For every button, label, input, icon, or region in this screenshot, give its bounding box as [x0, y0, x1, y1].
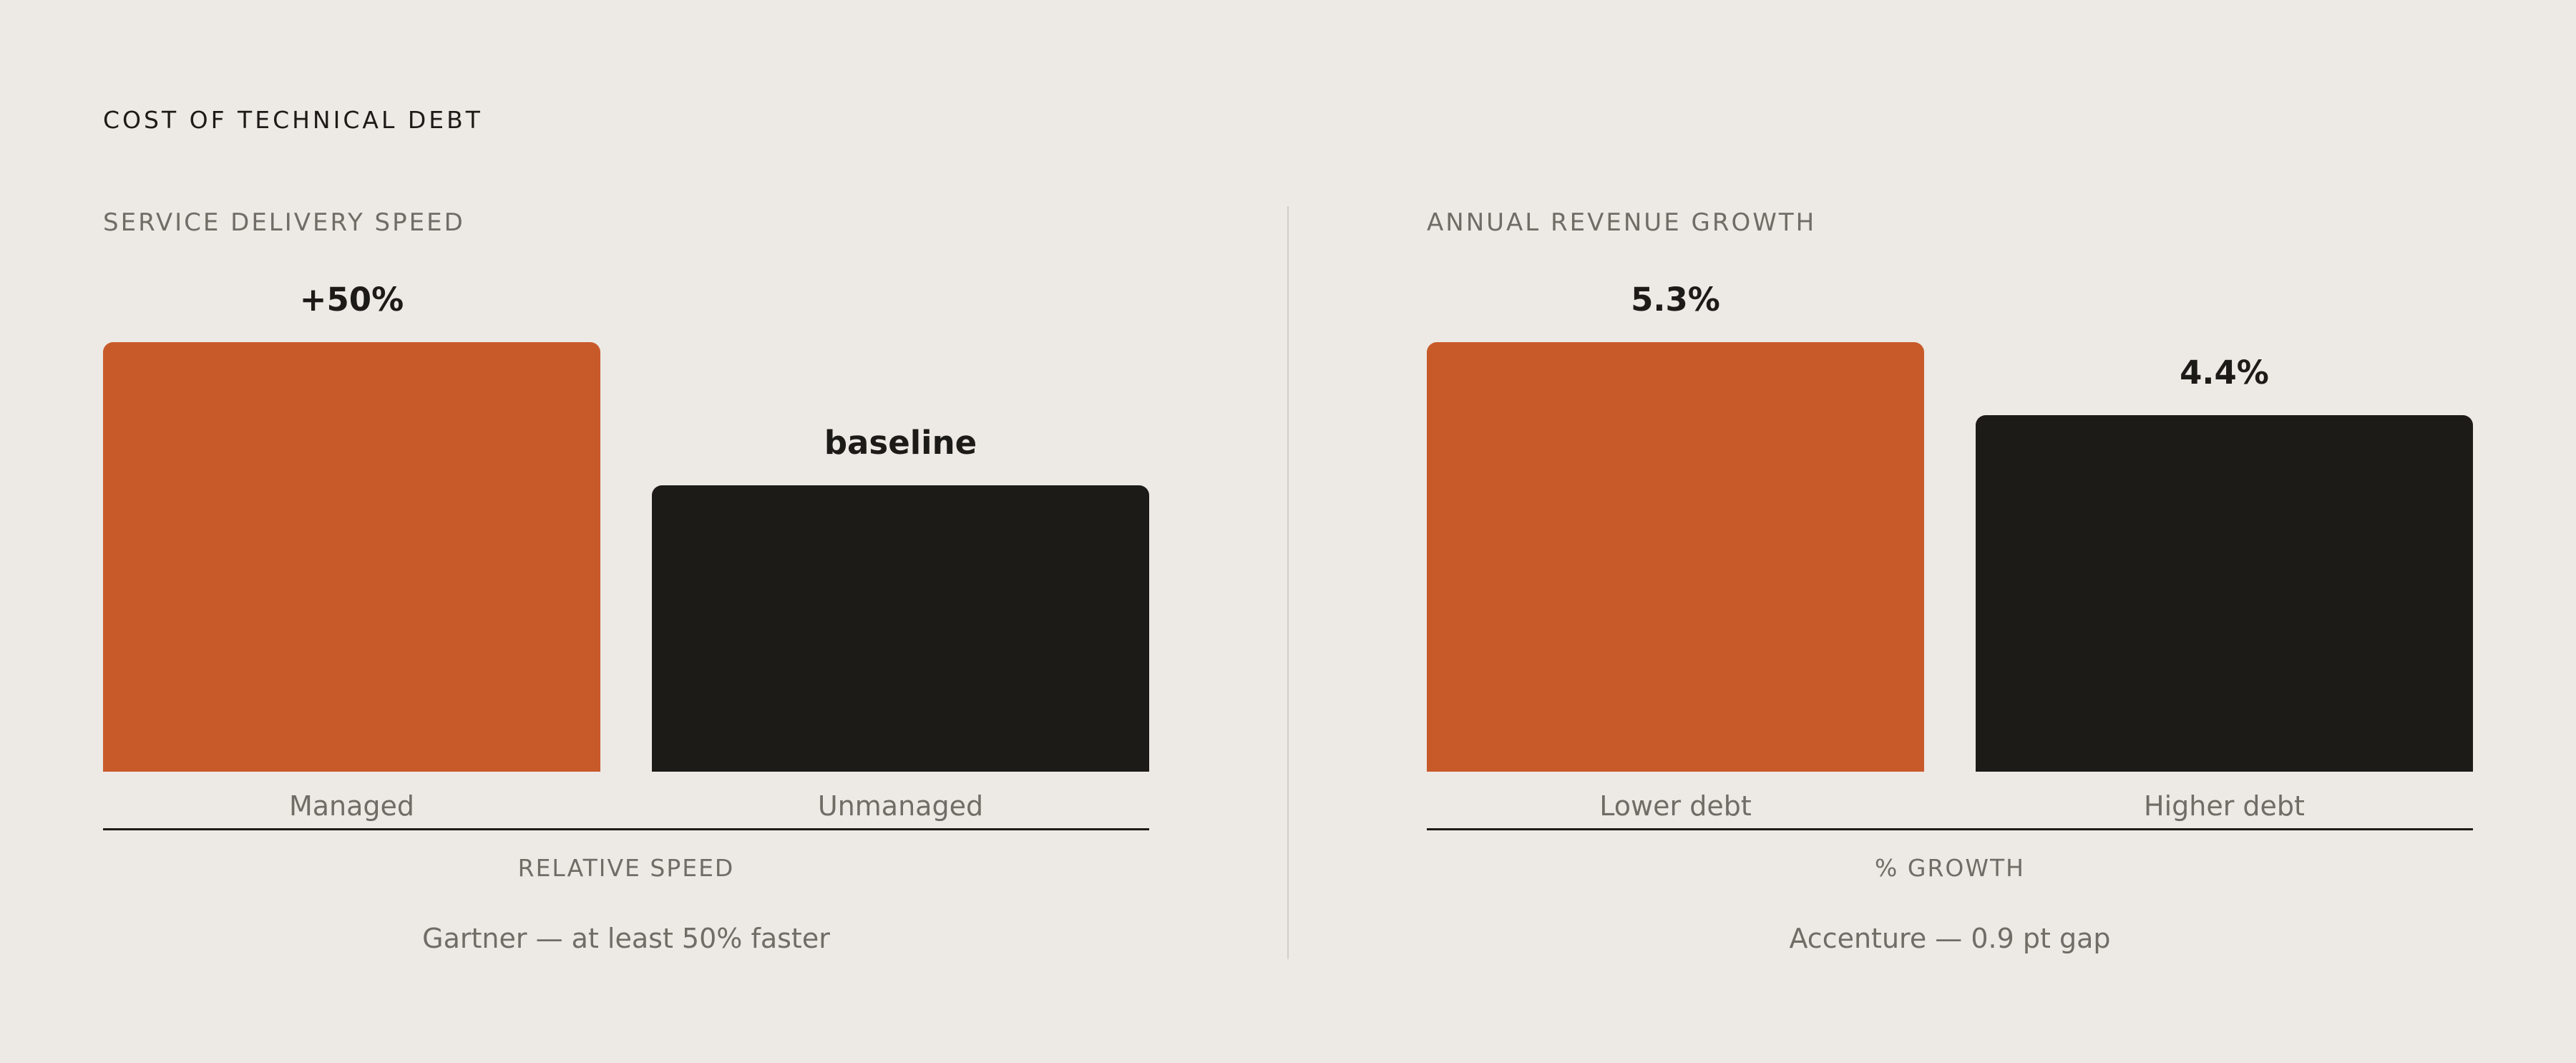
- x-tick-label-managed: Managed: [288, 790, 415, 822]
- chart-source-note: Gartner — at least 50% faster: [422, 923, 830, 954]
- x-axis-line: [1427, 828, 2473, 830]
- chart-panel-delivery-speed: SERVICE DELIVERY SPEED RELATIVE SPEED Ga…: [103, 0, 1149, 1063]
- bar-higher-debt: [1976, 415, 2473, 772]
- panel-divider: [1287, 206, 1289, 959]
- data-label-unmanaged: baseline: [824, 424, 977, 462]
- bar-lower-debt: [1427, 342, 1924, 772]
- chart-panel-revenue-growth: ANNUAL REVENUE GROWTH % GROWTH Accenture…: [1427, 0, 2473, 1063]
- x-tick-label-lower-debt: Lower debt: [1599, 790, 1752, 822]
- x-tick-label-higher-debt: Higher debt: [2144, 790, 2305, 822]
- x-axis-line: [103, 828, 1149, 830]
- page-title: COST OF TECHNICAL DEBT: [103, 106, 483, 134]
- chart-title: SERVICE DELIVERY SPEED: [103, 208, 465, 237]
- bar-managed: [103, 342, 600, 772]
- bar-unmanaged: [652, 485, 1149, 772]
- chart-source-note: Accenture — 0.9 pt gap: [1789, 923, 2111, 954]
- data-label-higher-debt: 4.4%: [2180, 354, 2269, 392]
- x-axis-label: % GROWTH: [1875, 854, 2025, 882]
- data-label-lower-debt: 5.3%: [1631, 281, 1720, 319]
- x-axis-label: RELATIVE SPEED: [517, 854, 735, 882]
- chart-title: ANNUAL REVENUE GROWTH: [1427, 208, 1817, 237]
- data-label-managed: +50%: [299, 281, 404, 319]
- x-tick-label-unmanaged: Unmanaged: [817, 790, 984, 822]
